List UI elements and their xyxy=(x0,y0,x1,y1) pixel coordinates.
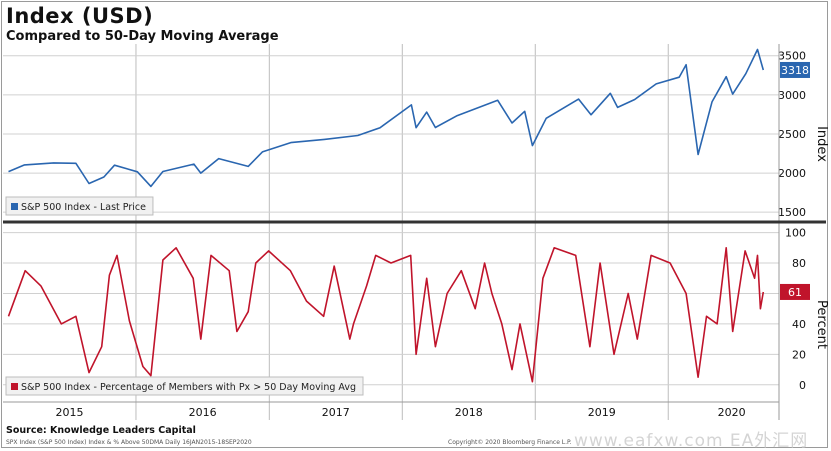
x-tick-label: 2020 xyxy=(718,406,746,419)
index-legend-swatch xyxy=(11,203,18,210)
index-panel: S&P 500 Index - Last Price xyxy=(5,48,765,216)
index-last-value-label: 3318 xyxy=(781,64,809,77)
axes: 150020002500300035003318Index02040608010… xyxy=(3,44,829,420)
footer-copyright: Copyright© 2020 Bloomberg Finance L.P. xyxy=(448,439,572,446)
x-axis-ticks: 2015 2016 2017 2018 2019 2020 xyxy=(55,406,745,419)
chart-title: Index (USD) xyxy=(6,4,154,28)
percent-series-line xyxy=(7,247,765,383)
chart-subtitle: Compared to 50-Day Moving Average xyxy=(6,29,279,44)
percent-y-tick-label: 0 xyxy=(799,379,806,392)
percent-axis-title: Percent xyxy=(814,300,829,349)
x-tick-label: 2015 xyxy=(55,406,83,419)
percent-y-tick-label: 80 xyxy=(792,257,806,270)
index-y-tick-label: 3500 xyxy=(778,50,806,63)
grid-lines xyxy=(3,44,779,420)
percent-y-tick-label: 100 xyxy=(785,227,806,240)
index-axis-title: Index xyxy=(814,126,829,162)
percent-legend-swatch xyxy=(11,383,18,390)
percent-legend-label: S&P 500 Index - Percentage of Members wi… xyxy=(21,382,356,393)
source-note: Source: Knowledge Leaders Capital xyxy=(6,425,196,436)
percent-last-value-label: 61 xyxy=(788,286,802,299)
index-legend-box xyxy=(5,196,154,216)
percent-last-value-badge xyxy=(780,283,810,300)
index-legend-label: S&P 500 Index - Last Price xyxy=(21,202,146,213)
index-y-tick-label: 2000 xyxy=(778,167,806,180)
watermark: www.eafxw.com EA外汇网 xyxy=(574,431,809,451)
percent-panel: S&P 500 Index - Percentage of Members wi… xyxy=(5,247,765,396)
footer-left: SPX Index (S&P 500 Index) Index & % Abov… xyxy=(6,439,252,446)
index-y-tick-label: 1500 xyxy=(778,206,806,219)
index-y-tick-label: 3000 xyxy=(778,89,806,102)
percent-legend-box xyxy=(5,376,364,396)
percent-y-tick-label: 40 xyxy=(792,318,806,331)
percent-y-tick-label: 20 xyxy=(792,348,806,361)
x-tick-label: 2016 xyxy=(189,406,217,419)
x-tick-label: 2018 xyxy=(455,406,483,419)
index-y-tick-label: 2500 xyxy=(778,128,806,141)
index-series-line xyxy=(8,48,765,188)
index-last-value-badge xyxy=(780,61,810,78)
x-tick-label: 2019 xyxy=(588,406,616,419)
x-tick-label: 2017 xyxy=(322,406,350,419)
